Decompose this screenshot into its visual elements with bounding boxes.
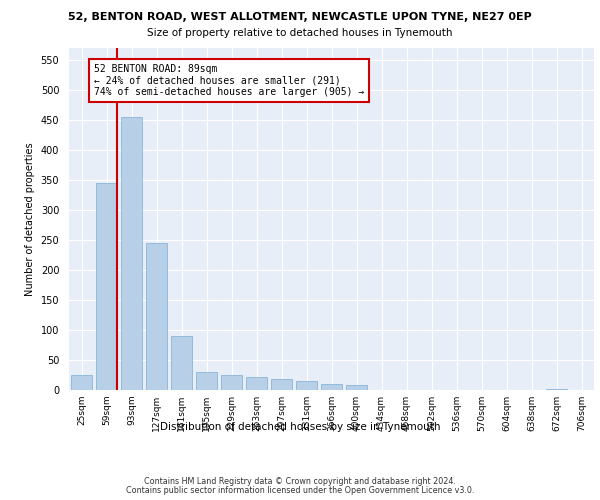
Bar <box>271 379 292 390</box>
Bar <box>171 336 192 390</box>
Bar <box>146 243 167 390</box>
Bar <box>121 116 142 390</box>
Y-axis label: Number of detached properties: Number of detached properties <box>25 142 35 296</box>
Bar <box>246 377 267 390</box>
Text: 52 BENTON ROAD: 89sqm
← 24% of detached houses are smaller (291)
74% of semi-det: 52 BENTON ROAD: 89sqm ← 24% of detached … <box>94 64 364 97</box>
Text: Distribution of detached houses by size in Tynemouth: Distribution of detached houses by size … <box>160 422 440 432</box>
Text: Contains HM Land Registry data © Crown copyright and database right 2024.: Contains HM Land Registry data © Crown c… <box>144 477 456 486</box>
Bar <box>546 389 567 390</box>
Text: Contains public sector information licensed under the Open Government Licence v3: Contains public sector information licen… <box>126 486 474 495</box>
Bar <box>196 372 217 390</box>
Text: 52, BENTON ROAD, WEST ALLOTMENT, NEWCASTLE UPON TYNE, NE27 0EP: 52, BENTON ROAD, WEST ALLOTMENT, NEWCAST… <box>68 12 532 22</box>
Bar <box>346 385 367 390</box>
Bar <box>296 381 317 390</box>
Bar <box>71 375 92 390</box>
Bar <box>321 384 342 390</box>
Bar <box>96 182 117 390</box>
Text: Size of property relative to detached houses in Tynemouth: Size of property relative to detached ho… <box>147 28 453 38</box>
Bar <box>221 375 242 390</box>
